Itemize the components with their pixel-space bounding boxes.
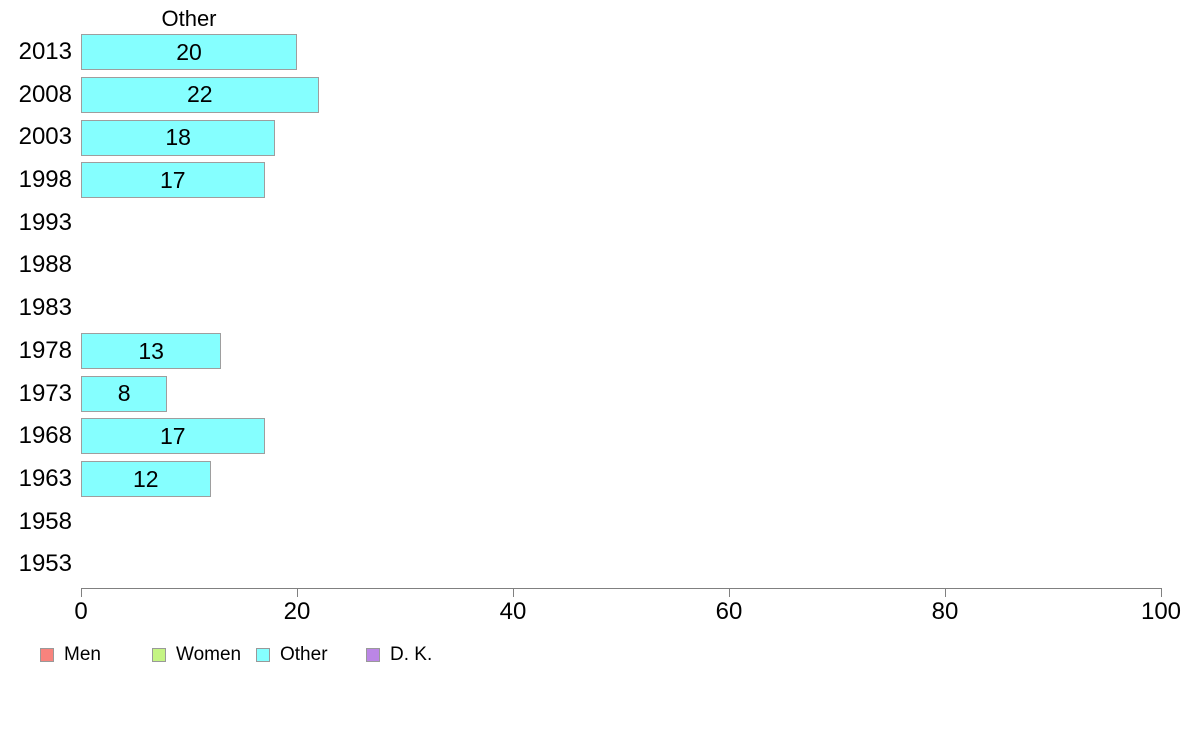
legend-item-d-k: D. K. <box>366 644 432 666</box>
legend: Men Women Other D. K. <box>0 644 1188 668</box>
x-axis-tick <box>513 588 514 597</box>
chart-row: 1978 13 <box>0 330 1188 373</box>
legend-swatch-icon <box>40 648 54 662</box>
chart-row: 1953 <box>0 543 1188 586</box>
bar-2003: 18 <box>81 119 276 156</box>
legend-item-women: Women <box>152 644 241 666</box>
bar-value-label: 20 <box>176 38 202 65</box>
bar-value-label: 17 <box>160 166 186 193</box>
y-axis-category-label: 1993 <box>18 208 72 236</box>
bar-1973: 8 <box>81 375 168 412</box>
y-axis-category-label: 1998 <box>18 166 72 194</box>
x-axis-tick-label: 60 <box>715 598 743 625</box>
bar-2013: 20 <box>81 34 297 71</box>
y-axis-category-label: 2003 <box>18 123 72 151</box>
y-axis-category-label: 1983 <box>18 294 72 322</box>
legend-item-other: Other <box>256 644 328 666</box>
y-axis-category-label: 1968 <box>18 422 72 450</box>
x-axis-tick-label: 100 <box>1140 598 1182 625</box>
y-axis-category-label: 1978 <box>18 336 72 364</box>
legend-label: Women <box>176 644 242 665</box>
chart-row: 1968 17 <box>0 415 1188 458</box>
x-axis-tick <box>297 588 298 597</box>
x-axis-tick-label: 0 <box>74 598 88 625</box>
bar-value-label: 12 <box>133 465 159 492</box>
legend-swatch-icon <box>366 648 380 662</box>
legend-label: Men <box>64 644 101 665</box>
bar-value-label: 17 <box>160 422 186 449</box>
x-axis-tick <box>1161 588 1162 597</box>
x-axis-tick <box>729 588 730 597</box>
bar-1968: 17 <box>81 418 265 455</box>
x-axis-tick-label: 20 <box>283 598 311 625</box>
x-axis-tick-label: 80 <box>931 598 959 625</box>
y-axis-category-label: 1973 <box>18 379 72 407</box>
y-axis-category-label: 2008 <box>18 80 72 108</box>
y-axis-category-label: 1988 <box>18 251 72 279</box>
legend-label: D. K. <box>390 644 433 665</box>
legend-swatch-icon <box>256 648 270 662</box>
y-axis-category-label: 1958 <box>18 507 72 535</box>
bar-value-label: 8 <box>117 380 131 407</box>
bar-value-label: 13 <box>138 337 164 364</box>
y-axis-category-label: 1953 <box>18 550 72 578</box>
bar-1963: 12 <box>81 461 211 498</box>
chart-title: Other <box>161 6 217 31</box>
chart-row: 1958 <box>0 501 1188 544</box>
x-axis-tick <box>81 588 82 597</box>
chart-row: 2003 18 <box>0 116 1188 159</box>
legend-swatch-icon <box>152 648 166 662</box>
bar-value-label: 22 <box>187 81 213 108</box>
bar-value-label: 18 <box>165 124 191 151</box>
x-axis-tick-label: 40 <box>499 598 527 625</box>
chart-row: 1983 <box>0 287 1188 330</box>
bar-1978: 13 <box>81 333 222 370</box>
bar-2008: 22 <box>81 76 319 113</box>
bar-1998: 17 <box>81 162 265 199</box>
chart-row: 1963 12 <box>0 458 1188 501</box>
chart-row: 1988 <box>0 244 1188 287</box>
chart-row: 2013 20 <box>0 31 1188 74</box>
x-axis-line <box>81 588 1161 589</box>
legend-label: Other <box>280 644 328 665</box>
chart-row: 1973 8 <box>0 373 1188 416</box>
chart-row: 1998 17 <box>0 159 1188 202</box>
legend-item-men: Men <box>40 644 101 666</box>
x-axis-tick <box>945 588 946 597</box>
chart-row: 2008 22 <box>0 74 1188 117</box>
chart-row: 1993 <box>0 202 1188 245</box>
y-axis-category-label: 1963 <box>18 464 72 492</box>
plot-area: 2013 20 2008 22 2003 18 1998 17 1993 1988 1983 1978… <box>0 31 1188 586</box>
y-axis-category-label: 2013 <box>18 38 72 65</box>
